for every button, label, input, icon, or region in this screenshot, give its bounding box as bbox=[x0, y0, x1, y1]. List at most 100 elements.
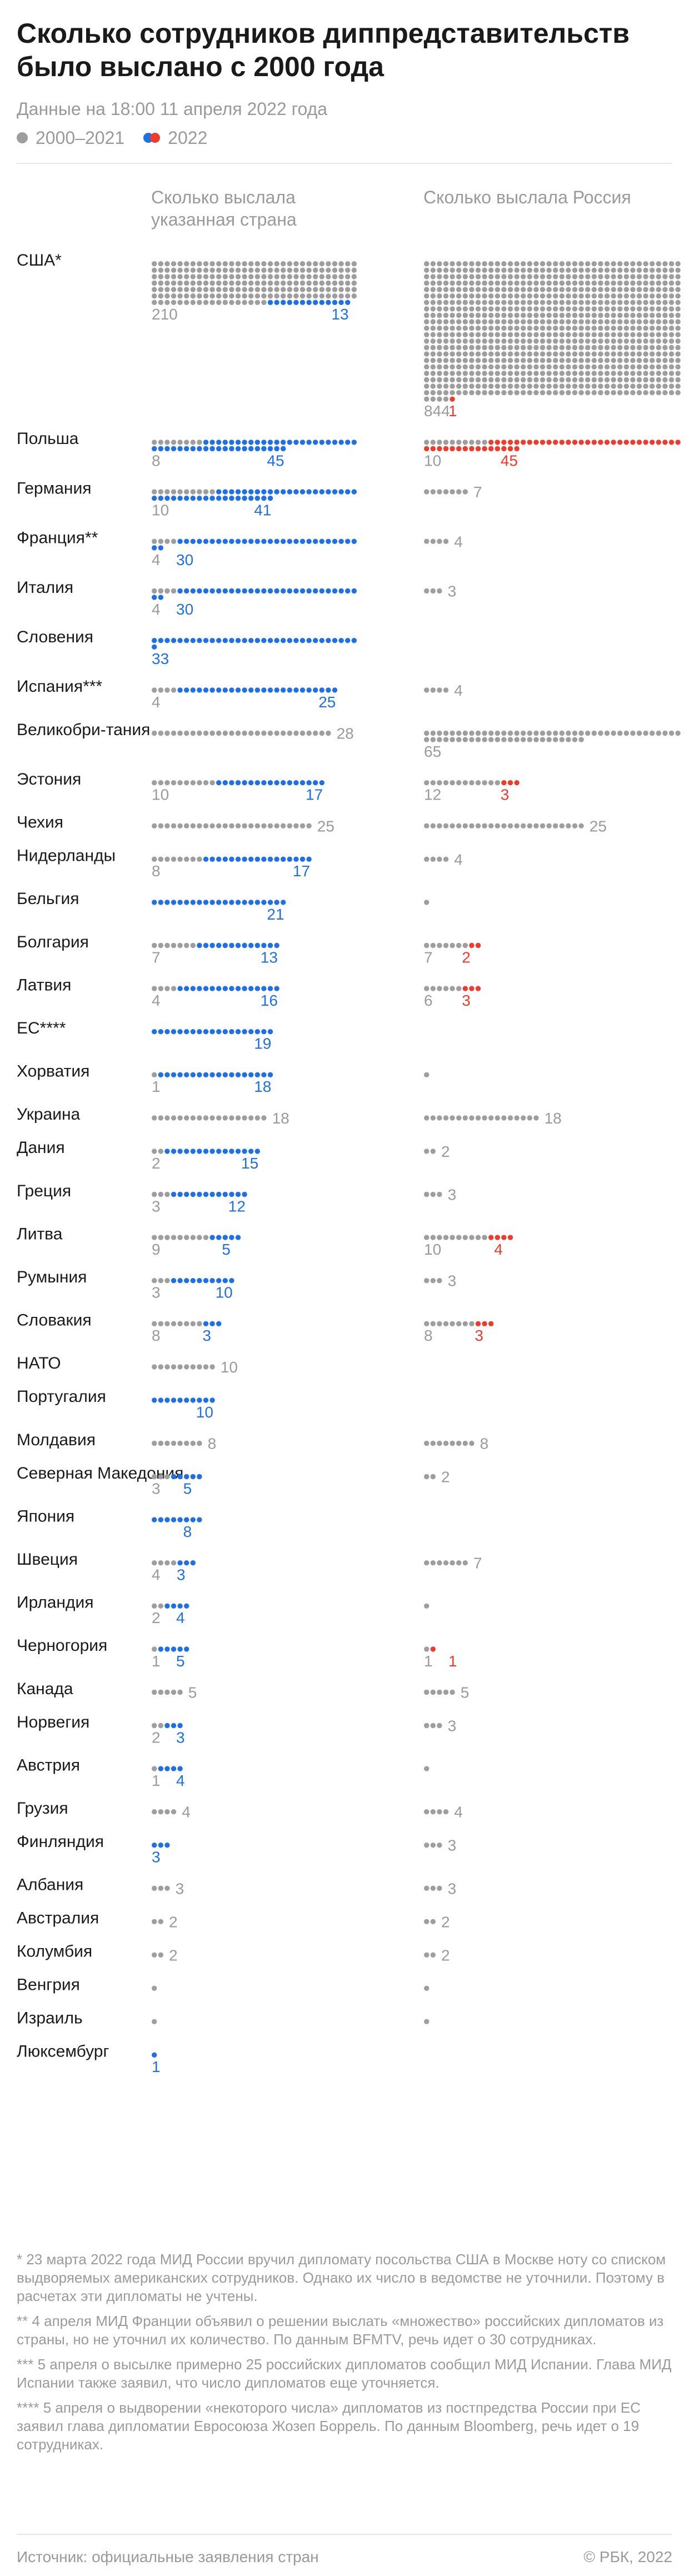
column-header-left: Сколько выслала указанная страна bbox=[151, 187, 297, 229]
country-dot-old bbox=[203, 293, 209, 299]
russia-dot-old bbox=[533, 306, 539, 312]
legend-label-old: 2000–2021 bbox=[36, 127, 125, 148]
country-dot-new bbox=[184, 687, 189, 693]
russia-dot-old bbox=[604, 730, 610, 736]
country-dot-old bbox=[332, 261, 338, 267]
russia-dot-old bbox=[636, 377, 642, 383]
russia-dot-old bbox=[482, 274, 487, 279]
country-dot-new bbox=[197, 588, 202, 594]
russia-dot-old bbox=[437, 780, 442, 786]
russia-dot-old bbox=[650, 319, 655, 325]
russia-dot-old bbox=[475, 383, 481, 389]
russia-dot-old bbox=[553, 274, 558, 279]
country-dot-new bbox=[248, 638, 254, 643]
country-dot-new bbox=[158, 1766, 163, 1771]
russia-dot-old bbox=[514, 274, 520, 279]
country-dot-old bbox=[229, 280, 234, 286]
russia-dot-old bbox=[424, 287, 430, 292]
russia-dot-old bbox=[662, 371, 668, 376]
russia-dot-old bbox=[488, 351, 494, 357]
country-dot-old bbox=[222, 730, 228, 736]
russia-dot-old bbox=[469, 440, 475, 445]
country-dot-new bbox=[351, 489, 357, 495]
russia-dot-old bbox=[475, 293, 481, 299]
country-dot-new bbox=[351, 538, 357, 544]
russia-dot-old bbox=[650, 358, 655, 363]
russia-dot-old bbox=[450, 351, 455, 357]
country-dot-new bbox=[332, 538, 338, 544]
russia-dot-old bbox=[611, 274, 616, 279]
russia-dot-old bbox=[443, 371, 449, 376]
country-dot-new bbox=[267, 687, 273, 693]
russia-dot-old bbox=[656, 299, 662, 305]
russia-dot-old bbox=[585, 383, 591, 389]
country-dot-old bbox=[152, 261, 157, 267]
country-dot-old bbox=[164, 687, 170, 693]
russia-dot-old bbox=[559, 299, 565, 305]
country-dot-old bbox=[242, 293, 247, 299]
russia-dot-old bbox=[675, 312, 681, 318]
country-dot-old bbox=[152, 299, 157, 305]
russia-dot-old bbox=[462, 274, 468, 279]
russia-dot-old bbox=[430, 737, 436, 742]
country-dot-old bbox=[274, 293, 279, 299]
russia-dot-old bbox=[424, 1646, 430, 1652]
russia-dot-old bbox=[591, 280, 597, 286]
russia-count-new: 45 bbox=[501, 452, 518, 469]
russia-dot-old bbox=[514, 1115, 520, 1121]
country-dot-old bbox=[158, 780, 163, 786]
russia-dot-new bbox=[566, 440, 571, 445]
country-dot-new bbox=[203, 900, 209, 905]
russia-dot-old bbox=[636, 319, 642, 325]
country-dot-new bbox=[261, 986, 267, 991]
country-dot-new bbox=[197, 1278, 202, 1284]
country-dot-old bbox=[229, 299, 234, 305]
russia-dot-old bbox=[650, 383, 655, 389]
russia-dot-new bbox=[507, 780, 513, 786]
country-dot-new bbox=[299, 489, 306, 495]
russia-dot-old bbox=[469, 730, 475, 736]
country-dot-old bbox=[319, 261, 324, 267]
country-dot-old bbox=[332, 274, 338, 279]
russia-dot-old bbox=[469, 823, 475, 829]
russia-dot-old bbox=[585, 306, 591, 312]
country-dot-old bbox=[158, 1603, 163, 1609]
russia-dot-old bbox=[495, 326, 500, 331]
country-dot-old bbox=[216, 823, 222, 829]
russia-dot-old bbox=[675, 371, 681, 376]
country-dot-new bbox=[158, 496, 163, 501]
country-dot-old bbox=[299, 280, 306, 286]
russia-dot-old bbox=[540, 730, 546, 736]
russia-dot-old bbox=[643, 287, 648, 292]
country-dot-new bbox=[274, 856, 279, 862]
country-dot-old bbox=[164, 261, 170, 267]
russia-dot-old bbox=[572, 261, 578, 267]
russia-dot-old bbox=[559, 293, 565, 299]
country-dot-new bbox=[261, 496, 267, 501]
country-dot-new bbox=[216, 1191, 222, 1197]
russia-dot-new bbox=[488, 1321, 494, 1326]
country-dot-old bbox=[177, 730, 183, 736]
country-dot-old bbox=[209, 780, 215, 786]
russia-count-new: 3 bbox=[501, 786, 510, 803]
russia-dot-old bbox=[527, 280, 532, 286]
country-dot-old bbox=[267, 261, 273, 267]
country-dot-new bbox=[203, 538, 209, 544]
country-dot-new bbox=[190, 1517, 196, 1522]
russia-dot-old bbox=[636, 351, 642, 357]
country-dot-new bbox=[293, 440, 299, 445]
russia-dot-old bbox=[578, 358, 584, 363]
country-dot-old bbox=[254, 267, 260, 273]
country-label: Эстония bbox=[17, 770, 81, 788]
country-dot-old bbox=[184, 1235, 189, 1240]
country-dot-old bbox=[152, 1278, 157, 1284]
country-count-new: 21 bbox=[267, 906, 284, 923]
russia-dot-old bbox=[482, 737, 487, 742]
russia-dot-old bbox=[630, 280, 636, 286]
russia-dot-old bbox=[630, 293, 636, 299]
country-dot-new bbox=[158, 1843, 163, 1848]
country-dot-new bbox=[254, 1029, 260, 1035]
country-dot-new bbox=[235, 588, 241, 594]
country-dot-new bbox=[299, 588, 306, 594]
russia-dot-old bbox=[630, 261, 636, 267]
